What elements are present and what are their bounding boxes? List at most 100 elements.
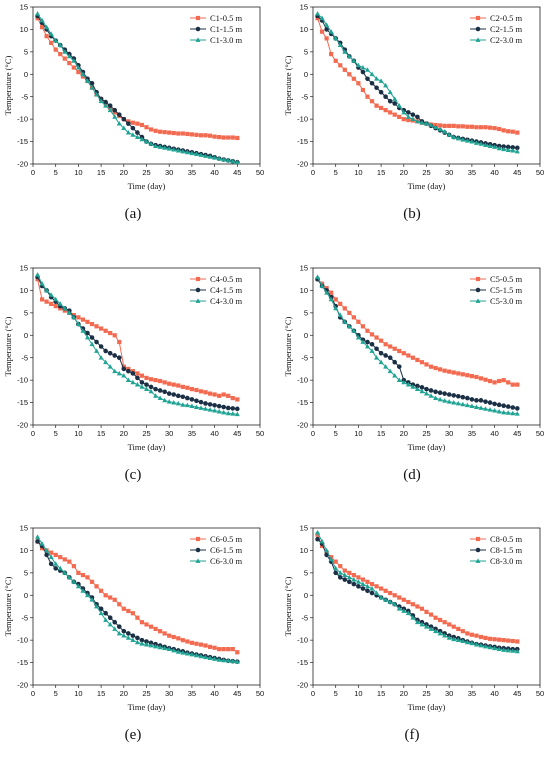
x-tick-label: 5 bbox=[334, 168, 338, 177]
data-point bbox=[193, 151, 199, 157]
data-point bbox=[365, 76, 370, 82]
series-c5-3-0-m bbox=[315, 274, 520, 416]
data-point bbox=[478, 125, 484, 130]
x-tick-label: 10 bbox=[74, 429, 82, 438]
legend-label: C5-3.0 m bbox=[490, 296, 523, 306]
data-point bbox=[419, 360, 425, 365]
data-point bbox=[437, 630, 443, 636]
y-tick-label: -10 bbox=[17, 376, 28, 385]
data-point bbox=[98, 344, 104, 349]
data-point bbox=[351, 576, 357, 582]
data-point bbox=[397, 595, 402, 600]
data-point bbox=[203, 153, 209, 158]
series-line bbox=[37, 17, 238, 139]
data-point bbox=[419, 120, 425, 125]
data-point bbox=[226, 393, 231, 398]
data-point bbox=[401, 117, 406, 122]
data-point bbox=[456, 371, 461, 376]
y-tick-label: -15 bbox=[297, 398, 308, 407]
y-tick-label: -15 bbox=[297, 137, 308, 146]
x-tick-label: 20 bbox=[400, 429, 408, 438]
data-point bbox=[198, 405, 204, 410]
series-line bbox=[37, 279, 238, 400]
data-point bbox=[365, 94, 370, 99]
data-point bbox=[419, 606, 425, 611]
data-point bbox=[203, 654, 209, 660]
data-point bbox=[401, 379, 407, 385]
data-point bbox=[130, 120, 135, 125]
data-point bbox=[207, 407, 213, 412]
data-point bbox=[464, 402, 470, 408]
data-point bbox=[225, 405, 231, 411]
data-point bbox=[134, 639, 140, 645]
y-tick-label: -20 bbox=[297, 681, 308, 690]
data-point bbox=[447, 123, 452, 128]
data-point bbox=[315, 11, 321, 16]
x-tick-label: 50 bbox=[256, 689, 264, 698]
data-point bbox=[85, 330, 90, 336]
y-tick-label: 0 bbox=[24, 591, 28, 600]
data-point bbox=[346, 574, 352, 580]
data-point bbox=[112, 368, 118, 374]
data-point bbox=[44, 552, 49, 558]
data-point bbox=[198, 152, 204, 157]
data-point bbox=[175, 400, 181, 406]
data-point bbox=[360, 64, 366, 70]
data-point bbox=[455, 135, 461, 141]
legend-label: C2-3.0 m bbox=[490, 35, 523, 45]
data-point bbox=[194, 132, 199, 137]
data-point bbox=[455, 637, 461, 643]
data-point bbox=[49, 40, 54, 45]
data-point bbox=[203, 390, 208, 395]
data-point bbox=[365, 579, 370, 584]
data-point bbox=[144, 382, 149, 387]
data-point bbox=[193, 404, 199, 409]
data-point bbox=[515, 406, 520, 411]
data-point bbox=[189, 640, 194, 645]
data-point bbox=[360, 581, 366, 586]
data-point bbox=[483, 125, 488, 130]
data-point bbox=[428, 393, 434, 398]
x-tick-label: 15 bbox=[97, 429, 105, 438]
data-point bbox=[383, 353, 388, 358]
data-point bbox=[342, 319, 348, 324]
y-tick-label: 15 bbox=[300, 524, 308, 533]
data-point bbox=[501, 144, 506, 149]
data-point bbox=[483, 399, 488, 404]
series-c5-0-5-m bbox=[315, 277, 520, 387]
data-point bbox=[139, 637, 145, 643]
data-point bbox=[62, 557, 67, 562]
series-c6-3-0-m bbox=[35, 534, 240, 664]
data-point bbox=[342, 572, 348, 577]
data-point bbox=[510, 405, 516, 410]
data-point bbox=[84, 78, 90, 83]
data-point bbox=[460, 394, 466, 400]
legend-marker bbox=[475, 287, 481, 293]
data-point bbox=[139, 380, 145, 385]
data-point bbox=[501, 403, 506, 409]
panel-label: (b) bbox=[403, 206, 421, 222]
data-point bbox=[510, 129, 515, 134]
data-point bbox=[446, 399, 452, 404]
data-point bbox=[396, 606, 402, 611]
data-point bbox=[230, 647, 235, 652]
data-point bbox=[378, 350, 384, 356]
x-tick-label: 20 bbox=[120, 168, 128, 177]
data-point bbox=[171, 130, 176, 136]
data-point bbox=[89, 85, 95, 90]
data-point bbox=[94, 584, 99, 589]
data-point bbox=[369, 80, 375, 86]
y-tick-label: -5 bbox=[301, 353, 308, 362]
data-point bbox=[116, 624, 122, 629]
x-tick-label: 5 bbox=[334, 429, 338, 438]
data-point bbox=[126, 368, 131, 374]
data-point bbox=[410, 355, 415, 360]
data-point bbox=[328, 29, 334, 34]
data-point bbox=[62, 56, 67, 61]
data-point bbox=[383, 82, 389, 88]
data-point bbox=[369, 581, 375, 587]
data-point bbox=[226, 647, 231, 652]
x-tick-label: 0 bbox=[311, 168, 315, 177]
data-point bbox=[144, 125, 149, 130]
